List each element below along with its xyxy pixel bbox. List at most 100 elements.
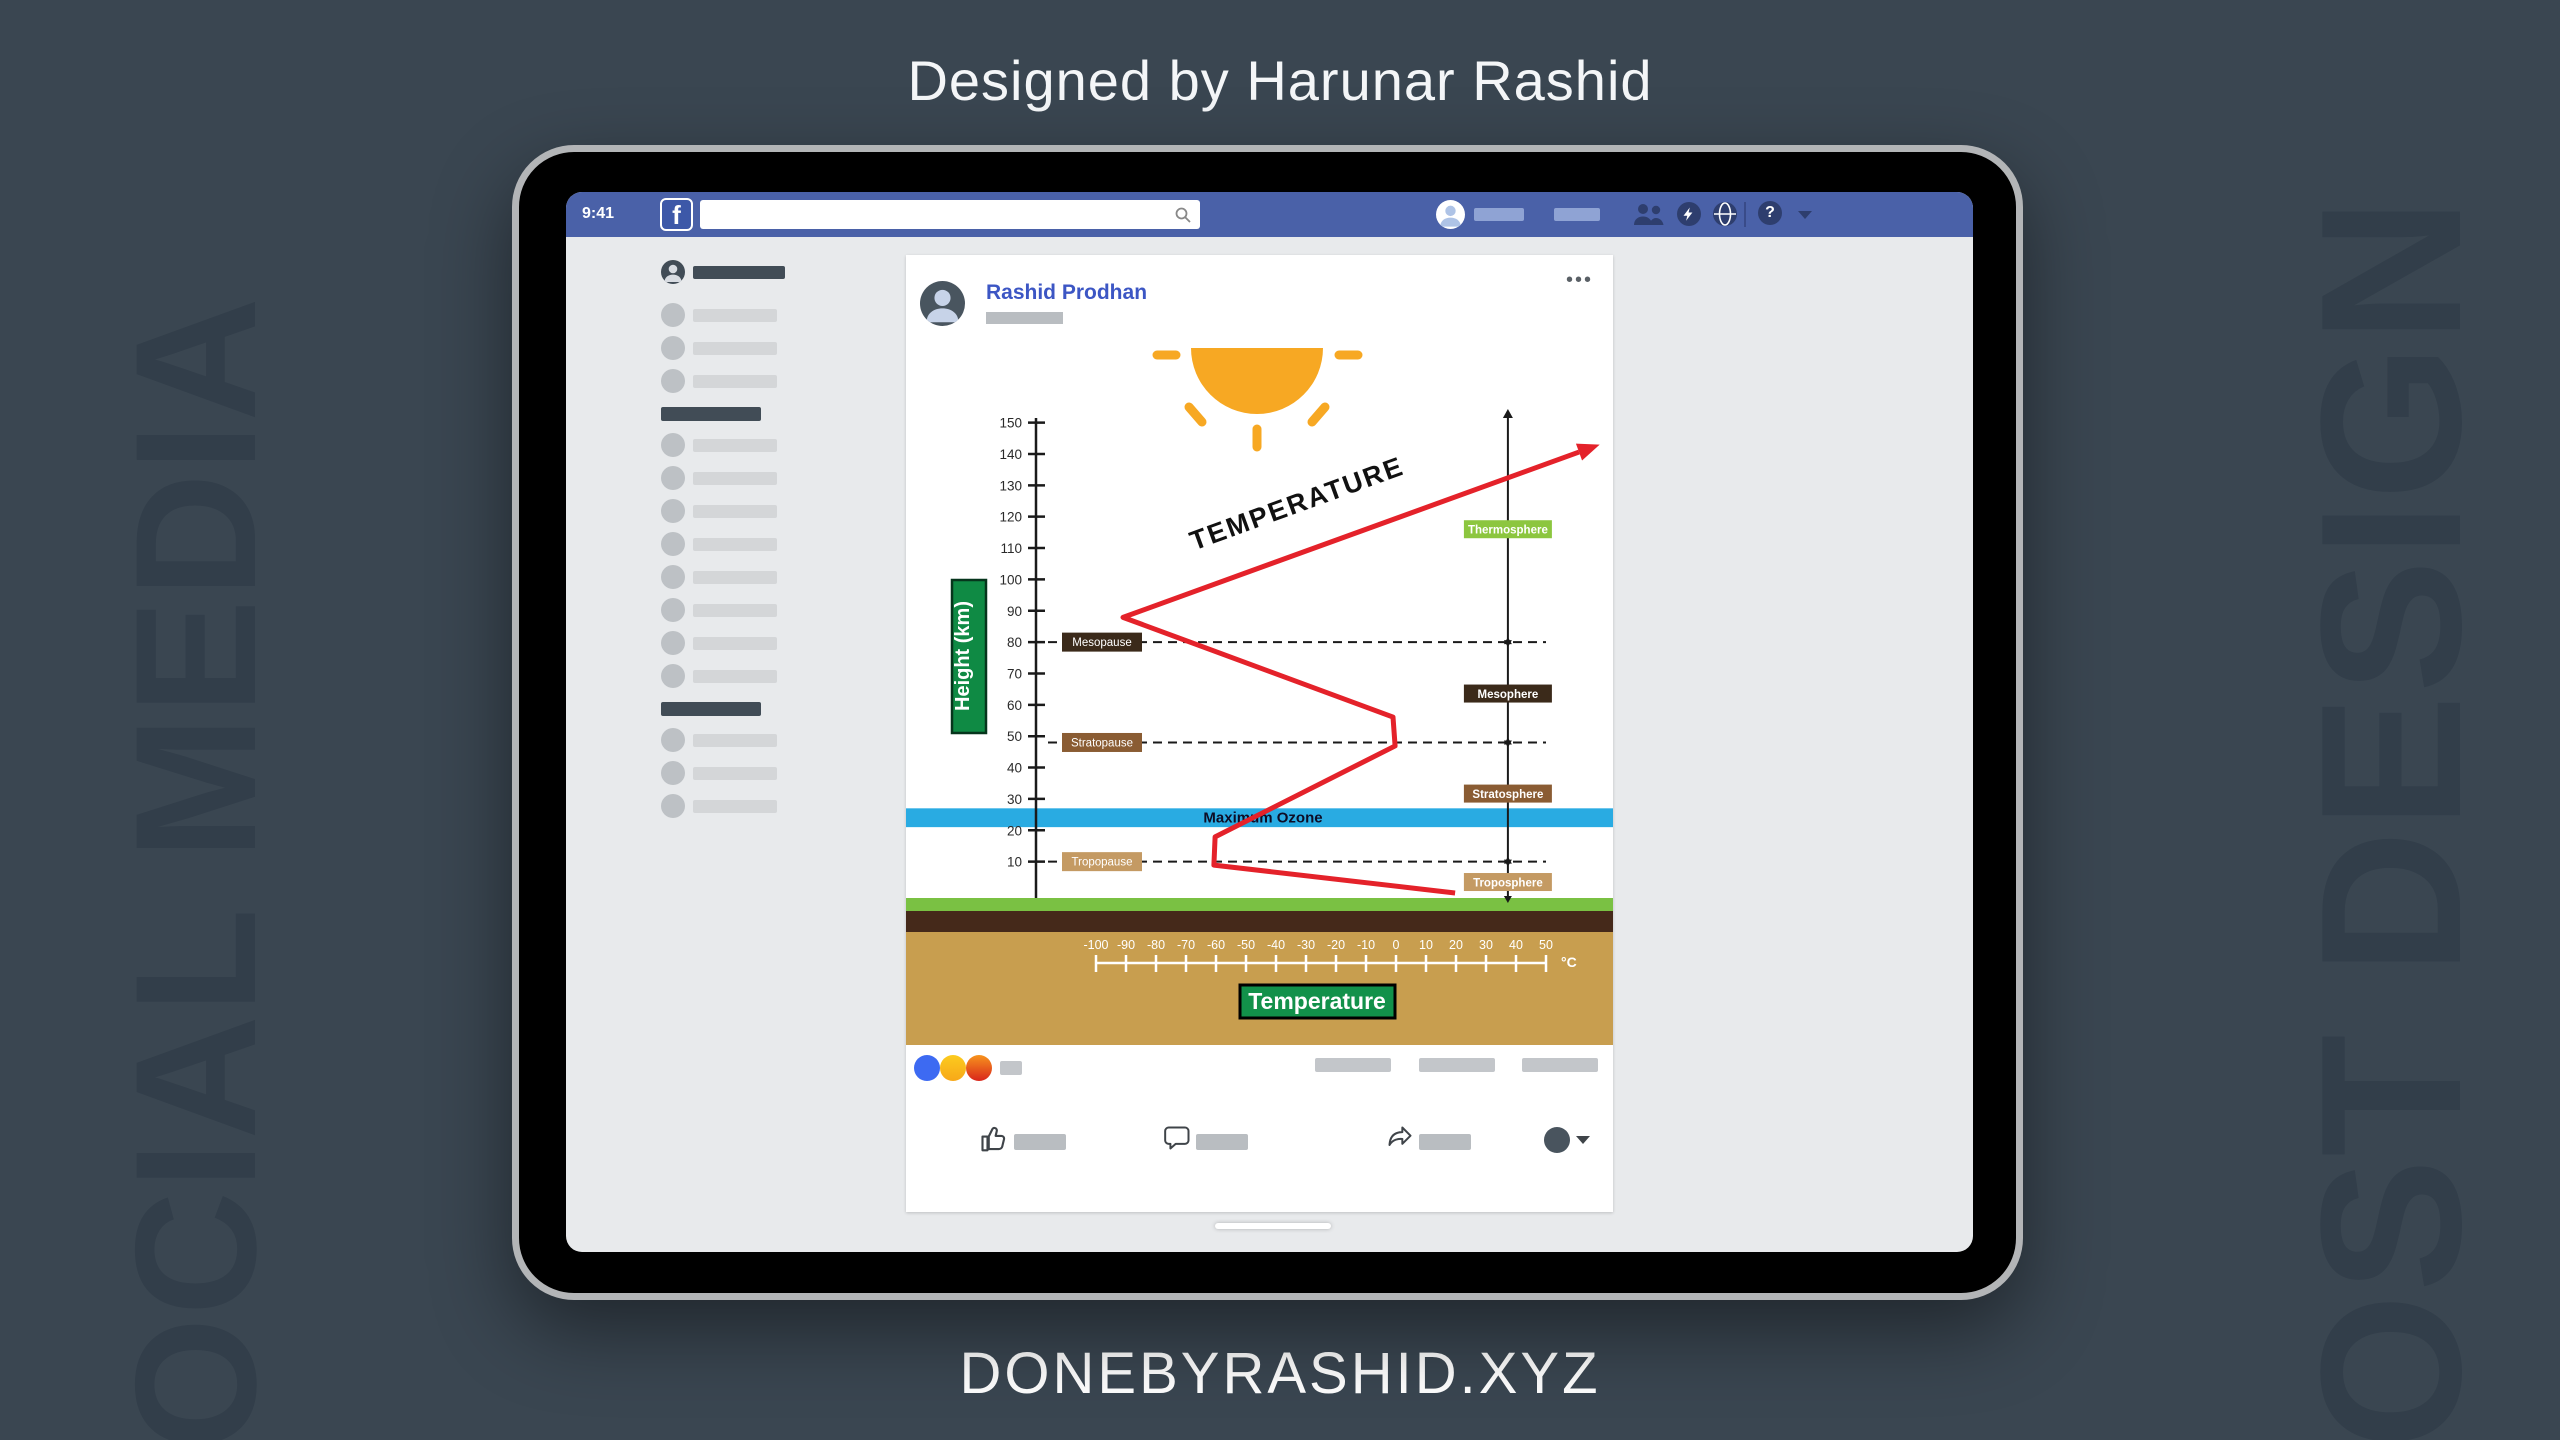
temp-tick-label: -70 [1177, 938, 1195, 952]
post-timestamp-placeholder [986, 312, 1063, 324]
home-link-placeholder[interactable] [1554, 208, 1600, 221]
search-input[interactable] [700, 200, 1200, 229]
post-author-name[interactable]: Rashid Prodhan [986, 281, 1148, 304]
label-placeholder [693, 570, 777, 584]
label-placeholder [693, 341, 777, 355]
profile-name-placeholder [693, 265, 785, 279]
sidebar-item-placeholder[interactable] [661, 466, 791, 490]
layer-label-box [1463, 684, 1552, 703]
height-axis-title: Height (km) [952, 601, 974, 711]
sidebar-item-placeholder[interactable] [661, 369, 791, 393]
love-reaction-icon[interactable] [966, 1055, 992, 1081]
label-placeholder [693, 308, 777, 322]
avatar-placeholder [661, 565, 685, 589]
sidebar-item-placeholder[interactable] [661, 433, 791, 457]
sidebar-item-placeholder[interactable] [661, 336, 791, 360]
avatar-placeholder [661, 433, 685, 457]
temp-tick-label: -50 [1237, 938, 1255, 952]
sidebar-section-header-placeholder [661, 407, 761, 421]
height-tick-label: 80 [1007, 635, 1022, 650]
height-tick-label: 10 [1007, 855, 1022, 870]
arrowhead [1503, 856, 1512, 864]
post-card: Rashid Prodhan ••• Maximum Oz [906, 255, 1613, 1212]
label-placeholder [693, 504, 777, 518]
sidebar-item-placeholder[interactable] [661, 728, 791, 752]
avatar-placeholder [661, 664, 685, 688]
temp-tick-label: -60 [1207, 938, 1225, 952]
sidebar-item-placeholder[interactable] [661, 761, 791, 785]
messenger-icon[interactable] [1676, 201, 1702, 227]
height-axis-title-box [950, 578, 988, 735]
status-time: 9:41 [582, 205, 615, 222]
avatar-placeholder [661, 303, 685, 327]
label-placeholder [693, 766, 777, 780]
maximum-ozone-label: Maximum Ozone [1203, 810, 1322, 827]
comment-button-icon[interactable] [1164, 1123, 1192, 1153]
post-options-icon[interactable]: ••• [1566, 269, 1594, 291]
profile-avatar[interactable] [1436, 200, 1465, 229]
avatar-placeholder [661, 336, 685, 360]
layer-label-box [1463, 873, 1552, 892]
profile-name-placeholder[interactable] [1474, 208, 1524, 221]
post-author-avatar[interactable] [920, 281, 965, 326]
sidebar-section-header-placeholder [661, 702, 761, 716]
temp-tick-label: -30 [1297, 938, 1315, 952]
label-placeholder [693, 636, 777, 650]
layer-label: Troposphere [1473, 878, 1543, 890]
account-menu-caret-icon[interactable] [1798, 211, 1812, 219]
sidebar-item-placeholder[interactable] [661, 794, 791, 818]
sidebar-item-placeholder[interactable] [661, 664, 791, 688]
reaction-count-placeholder [1000, 1061, 1022, 1075]
label-placeholder [693, 733, 777, 747]
arrowhead [1575, 443, 1600, 461]
sidebar-item-placeholder[interactable] [661, 532, 791, 556]
home-indicator[interactable] [1215, 1223, 1331, 1229]
ground-soil [906, 911, 1613, 932]
pause-label-box [1062, 732, 1142, 752]
person-silhouette-icon [1440, 205, 1461, 227]
avatar-placeholder [661, 631, 685, 655]
label-placeholder [693, 471, 777, 485]
like-label-placeholder [1014, 1134, 1066, 1150]
layer-label: Mesophere [1478, 689, 1539, 701]
maximum-ozone-band [906, 808, 1613, 828]
commenter-avatar[interactable] [1544, 1127, 1570, 1153]
pause-label: Tropopause [1072, 857, 1133, 869]
temperature-axis-title: Temperature [1248, 988, 1386, 1014]
sidebar-item-placeholder[interactable] [661, 598, 791, 622]
layer-label: Stratosphere [1472, 789, 1543, 801]
height-tick-label: 20 [1007, 823, 1022, 838]
haha-reaction-icon[interactable] [940, 1055, 966, 1081]
friend-requests-icon[interactable] [1632, 201, 1666, 227]
pause-label-box [1062, 852, 1142, 872]
height-tick-label: 100 [999, 572, 1022, 587]
height-tick-label: 110 [1000, 541, 1022, 556]
sidebar-item-placeholder[interactable] [661, 499, 791, 523]
height-tick-label: 30 [1007, 792, 1022, 807]
help-icon[interactable]: ? [1758, 201, 1782, 225]
sidebar-item-placeholder[interactable] [661, 631, 791, 655]
like-reaction-icon[interactable] [914, 1055, 940, 1081]
share-label-placeholder [1419, 1134, 1471, 1150]
tablet-screen: 9:41 f [566, 192, 1973, 1252]
search-icon [1175, 207, 1191, 223]
arrowhead [1503, 737, 1512, 745]
temp-tick-label: -40 [1267, 938, 1285, 952]
designer-credit-title: Designed by Harunar Rashid [907, 49, 1653, 112]
sidebar-item-placeholder[interactable] [661, 303, 791, 327]
comment-label-placeholder [1196, 1134, 1248, 1150]
facebook-logo-icon[interactable]: f [660, 198, 693, 231]
comment-sort-caret-icon[interactable] [1576, 1136, 1590, 1144]
atmosphere-temperature-diagram: Maximum Ozone-100 -90 -80 -70 -60 -50 -40 -30 -2… [906, 348, 1613, 1045]
like-button-icon[interactable] [980, 1123, 1010, 1155]
arrowhead [1503, 896, 1512, 903]
sidebar [661, 260, 791, 827]
share-button-icon[interactable] [1386, 1123, 1414, 1153]
sidebar-profile-row[interactable] [661, 260, 791, 284]
temp-tick-label: -100 [1083, 938, 1108, 952]
globe-notifications-icon[interactable] [1712, 201, 1738, 227]
sidebar-item-placeholder[interactable] [661, 565, 791, 589]
avatar-placeholder [661, 466, 685, 490]
comments-count-placeholder [1419, 1058, 1495, 1072]
